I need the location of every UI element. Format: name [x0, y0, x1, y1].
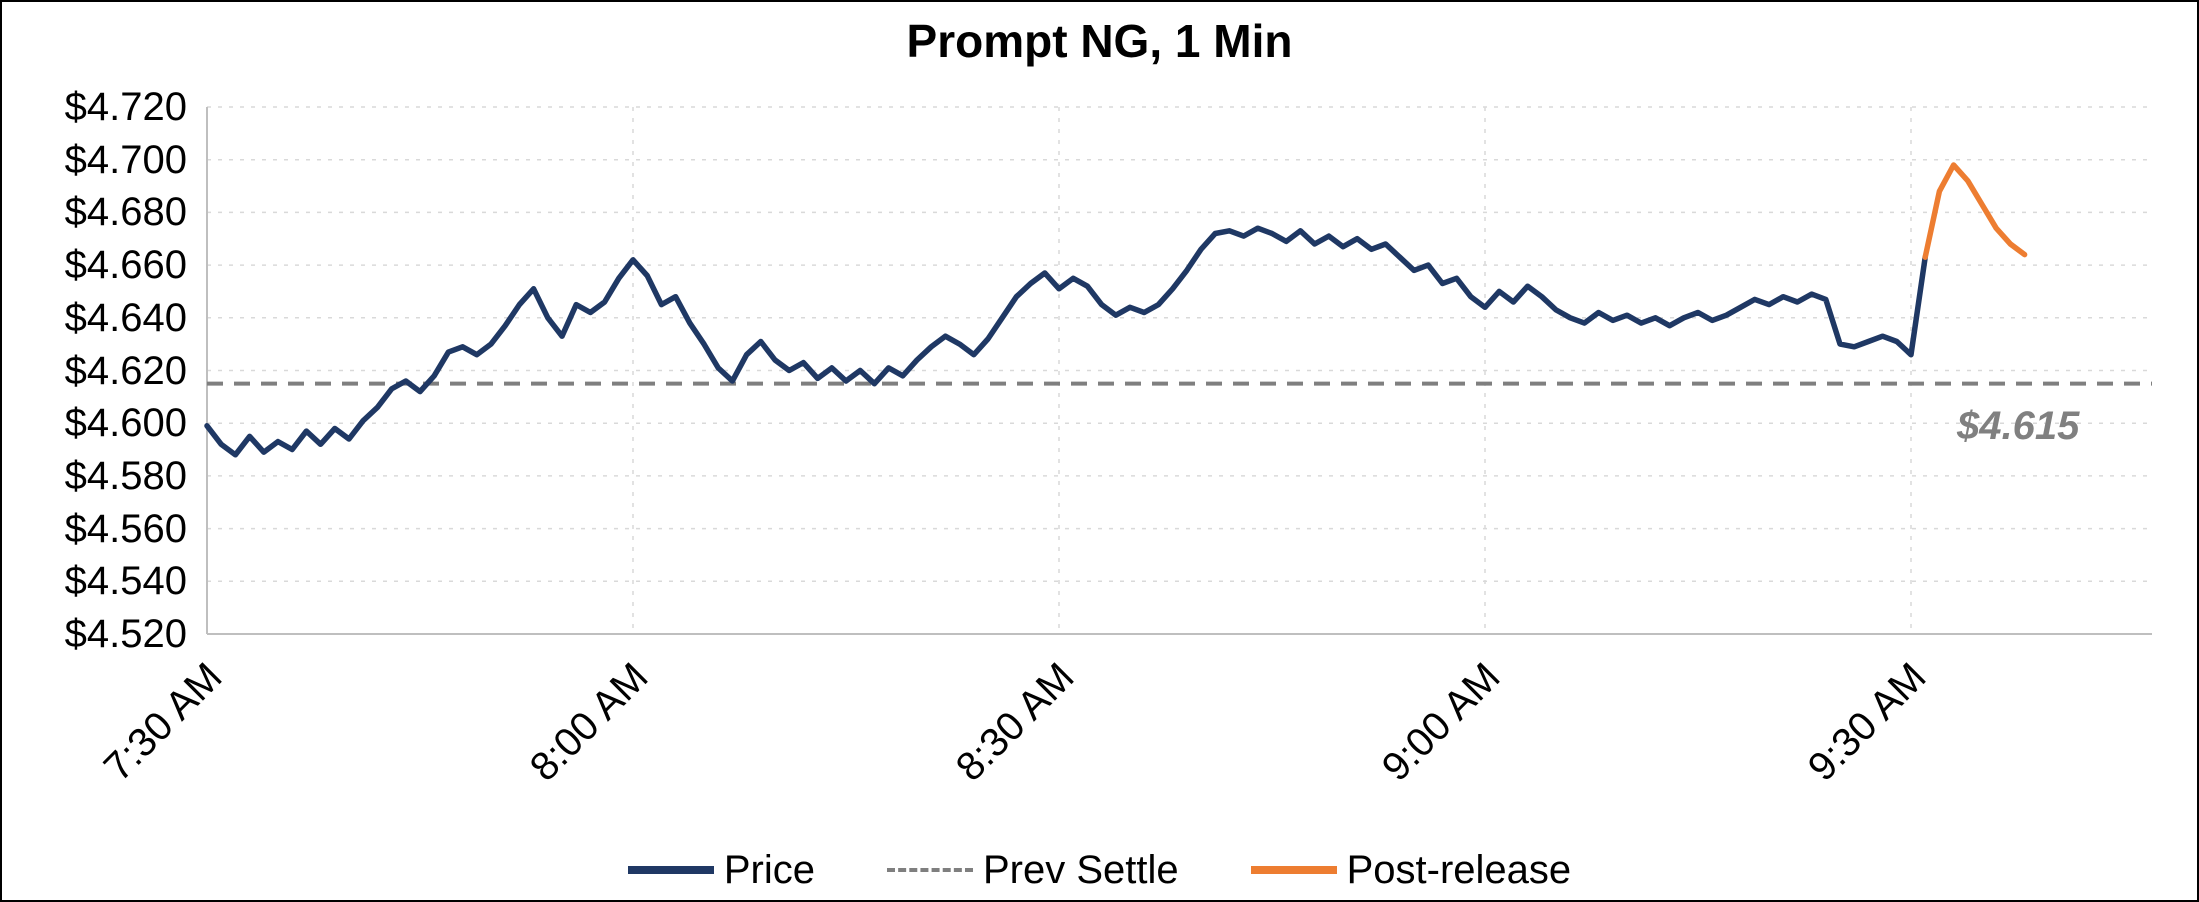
legend-item-price: Price	[627, 847, 815, 893]
y-axis-label: $4.720	[64, 85, 187, 129]
prev-settle-value-label: $4.615	[1957, 404, 2080, 448]
legend-swatch-dashed	[886, 868, 973, 872]
y-axis-label: $4.640	[64, 295, 187, 340]
y-axis-label: $4.560	[64, 506, 187, 551]
y-axis-label: $4.600	[64, 401, 187, 446]
legend-item-post-release: Post-release	[1250, 847, 1572, 893]
y-axis-label: $4.580	[64, 453, 187, 498]
legend-label: Price	[723, 848, 815, 892]
legend-label: Post-release	[1346, 848, 1572, 892]
chart-title: Prompt NG, 1 Min	[906, 15, 1293, 67]
y-axis-label: $4.540	[64, 559, 187, 604]
legend-swatch-solid	[1250, 866, 1337, 874]
post-release-line	[1922, 162, 2028, 260]
price-line	[204, 225, 1928, 458]
y-axis-label: $4.620	[64, 348, 187, 393]
y-axis-label: $4.520	[64, 612, 187, 656]
y-axis-label: $4.700	[64, 137, 187, 182]
legend-swatch-solid	[627, 866, 714, 874]
y-axis-label: $4.680	[64, 190, 187, 235]
legend-label: Prev Settle	[982, 848, 1179, 892]
legend-item-prev-settle: Prev Settle	[886, 847, 1179, 893]
y-axis-label: $4.660	[64, 243, 187, 288]
chart-legend: Price Prev Settle Post-release	[2, 847, 2197, 893]
